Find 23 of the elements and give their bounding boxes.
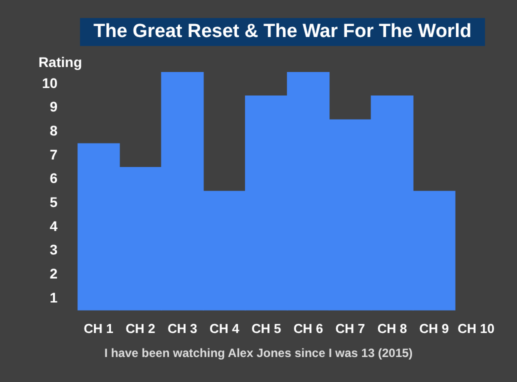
y-tick-label: 7	[50, 146, 58, 162]
y-tick-label: 10	[42, 74, 58, 91]
y-axis-title: Rating	[37, 54, 82, 70]
x-tick-label: CH 5	[252, 320, 282, 336]
x-tick-label: CH 9	[419, 320, 449, 336]
y-tick-label: 8	[50, 122, 58, 138]
y-tick-label: 6	[50, 170, 58, 186]
x-tick-label: CH 1	[84, 320, 114, 336]
x-tick-label: CH 6	[293, 320, 324, 336]
y-tick-label: 1	[50, 289, 58, 306]
y-tick-label: 2	[50, 266, 58, 282]
x-tick-label: CH 3	[168, 320, 198, 336]
x-tick-label: CH 10	[458, 320, 494, 336]
x-tick-label: CH 2	[126, 320, 156, 336]
y-tick-label: 4	[50, 218, 58, 234]
x-tick-label: CH 7	[335, 320, 366, 336]
chart-title: The Great Reset & The War For The World	[80, 18, 485, 46]
y-tick-label: 3	[50, 242, 58, 258]
x-tick-label: CH 4	[210, 320, 240, 336]
x-tick-label: CH 8	[377, 320, 407, 336]
text: I have been watching Alex Jones since I was 13 (2015)	[103, 346, 414, 360]
y-tick-label: 9	[50, 98, 58, 115]
y-tick-label: 5	[50, 194, 58, 210]
